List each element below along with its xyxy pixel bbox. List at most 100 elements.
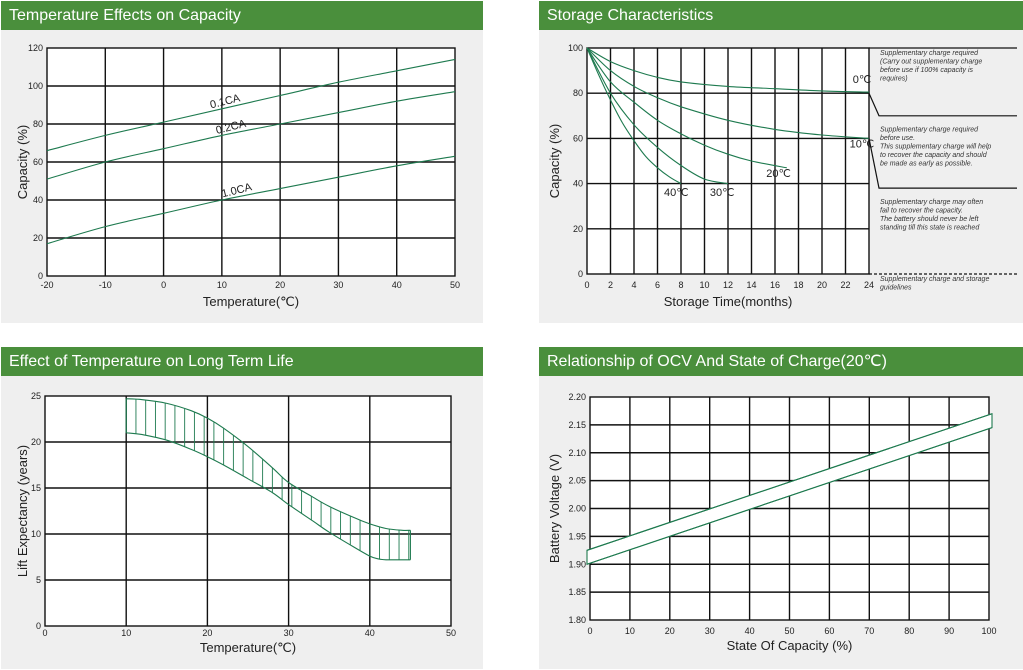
x-tick-label: 20 xyxy=(202,628,212,638)
y-tick-label: 60 xyxy=(573,133,583,143)
chart-title: Temperature Effects on Capacity xyxy=(1,1,483,30)
x-tick-label: 50 xyxy=(446,628,456,638)
series-line xyxy=(586,47,870,139)
x-tick-label: 6 xyxy=(655,280,660,290)
y-tick-label: 1.95 xyxy=(568,531,586,541)
x-tick-label: 20 xyxy=(275,280,285,290)
y-tick-label: 0 xyxy=(38,271,43,281)
y-tick-label: 5 xyxy=(36,575,41,585)
x-tick-label: 100 xyxy=(981,626,996,636)
y-tick-label: 40 xyxy=(573,179,583,189)
chart-title: Relationship of OCV And State of Charge(… xyxy=(539,347,1023,376)
x-tick-label: 0 xyxy=(587,626,592,636)
y-tick-label: 1.80 xyxy=(568,615,586,625)
chart-long-term-life: 0 10 20 30 40 50 0 5 10 15 20 25 Temperature(℃) Lift … xyxy=(15,391,456,655)
x-tick-label: 30 xyxy=(705,626,715,636)
x-tick-label: 40 xyxy=(392,280,402,290)
annotation-text: Supplementary charge required before use.… xyxy=(880,127,991,168)
x-tick-label: 30 xyxy=(284,628,294,638)
panel-ocv-soc: Relationship of OCV And State of Charge(… xyxy=(539,347,1023,669)
series-line xyxy=(46,91,456,180)
x-tick-label: 20 xyxy=(817,280,827,290)
series-line xyxy=(586,47,787,169)
y-axis-label: Capacity (%) xyxy=(15,125,30,199)
x-tick-label: 90 xyxy=(944,626,954,636)
series-label: 40℃ xyxy=(664,187,689,199)
series-line xyxy=(586,427,993,565)
x-tick-label: 10 xyxy=(625,626,635,636)
series-line xyxy=(586,47,870,93)
y-tick-label: 0 xyxy=(36,621,41,631)
x-tick-label: 4 xyxy=(631,280,636,290)
guideline-boundary xyxy=(868,138,1017,189)
series-label: 20℃ xyxy=(766,168,791,180)
y-tick-label: 15 xyxy=(31,483,41,493)
x-tick-label: 0 xyxy=(161,280,166,290)
y-tick-label: 20 xyxy=(573,224,583,234)
x-tick-label: 0 xyxy=(584,280,589,290)
x-axis-label: State Of Capacity (%) xyxy=(727,638,853,653)
x-tick-label: 40 xyxy=(365,628,375,638)
x-tick-label: 0 xyxy=(42,628,47,638)
annotation-text: Supplementary charge and storage guidelin… xyxy=(880,276,989,292)
y-tick-label: 60 xyxy=(33,157,43,167)
x-tick-label: 2 xyxy=(608,280,613,290)
y-axis-label: Lift Expectancy (years) xyxy=(15,445,30,577)
y-tick-label: 2.05 xyxy=(568,476,586,486)
x-tick-label: 10 xyxy=(699,280,709,290)
series-line xyxy=(46,155,456,245)
y-tick-label: 20 xyxy=(31,437,41,447)
y-tick-label: 1.90 xyxy=(568,559,586,569)
x-tick-label: 40 xyxy=(745,626,755,636)
series-label: 10℃ xyxy=(850,138,875,150)
series-label: 30℃ xyxy=(710,187,735,199)
guideline-boundary xyxy=(868,92,1017,117)
x-tick-label: 10 xyxy=(121,628,131,638)
y-tick-label: 2.20 xyxy=(568,392,586,402)
x-tick-label: 16 xyxy=(770,280,780,290)
y-axis-label: Battery Voltage (V) xyxy=(547,454,562,563)
y-tick-label: 10 xyxy=(31,529,41,539)
annotation-text: Supplementary charge may often fail to re… xyxy=(880,199,983,232)
x-tick-label: 50 xyxy=(784,626,794,636)
x-tick-label: 30 xyxy=(333,280,343,290)
y-tick-label: 25 xyxy=(31,391,41,401)
x-tick-label: 14 xyxy=(746,280,756,290)
x-axis-label: Storage Time(months) xyxy=(664,294,793,309)
y-tick-label: 2.00 xyxy=(568,504,586,514)
y-tick-label: 2.10 xyxy=(568,448,586,458)
y-tick-label: 100 xyxy=(568,43,583,53)
x-tick-label: 24 xyxy=(864,280,874,290)
y-tick-label: 0 xyxy=(578,269,583,279)
chart-temperature-capacity: -20 -10 0 10 20 30 40 50 0 20 40 60 80 100 120 Temperat… xyxy=(15,43,460,309)
y-tick-label: 80 xyxy=(33,119,43,129)
y-tick-label: 40 xyxy=(33,195,43,205)
x-tick-label: 22 xyxy=(840,280,850,290)
x-tick-label: 70 xyxy=(864,626,874,636)
x-tick-label: -20 xyxy=(40,280,53,290)
x-tick-label: 20 xyxy=(665,626,675,636)
y-axis-label: Capacity (%) xyxy=(547,124,562,198)
x-tick-label: -10 xyxy=(99,280,112,290)
y-tick-label: 2.15 xyxy=(568,420,586,430)
y-tick-label: 120 xyxy=(28,43,43,53)
x-axis-label: Temperature(℃) xyxy=(200,640,296,655)
series-line xyxy=(126,398,411,531)
chart-storage-characteristics: 0 2 4 6 8 10 12 14 16 18 20 22 24020406080100Storage… xyxy=(547,43,1017,309)
y-tick-label: 1.85 xyxy=(568,587,586,597)
x-tick-label: 8 xyxy=(678,280,683,290)
chart-ocv-soc: 0 10 20 30 40 50 60 70 80 90 100 1.80 1.85 1.90 1.95 2.… xyxy=(547,392,997,653)
annotation-text: Supplementary charge required (Carry out … xyxy=(880,50,982,83)
series-line xyxy=(126,432,411,561)
series-label: 0℃ xyxy=(853,74,871,86)
x-axis-label: Temperature(℃) xyxy=(203,294,299,309)
chart-title: Effect of Temperature on Long Term Life xyxy=(1,347,483,376)
series-line xyxy=(586,47,682,185)
x-tick-label: 60 xyxy=(824,626,834,636)
x-tick-label: 18 xyxy=(793,280,803,290)
y-tick-label: 100 xyxy=(28,81,43,91)
series-line xyxy=(586,413,993,551)
panel-temperature-capacity: Temperature Effects on Capacity -20 -10 0 1… xyxy=(1,1,483,323)
series-line xyxy=(586,47,729,185)
y-tick-label: 80 xyxy=(573,88,583,98)
